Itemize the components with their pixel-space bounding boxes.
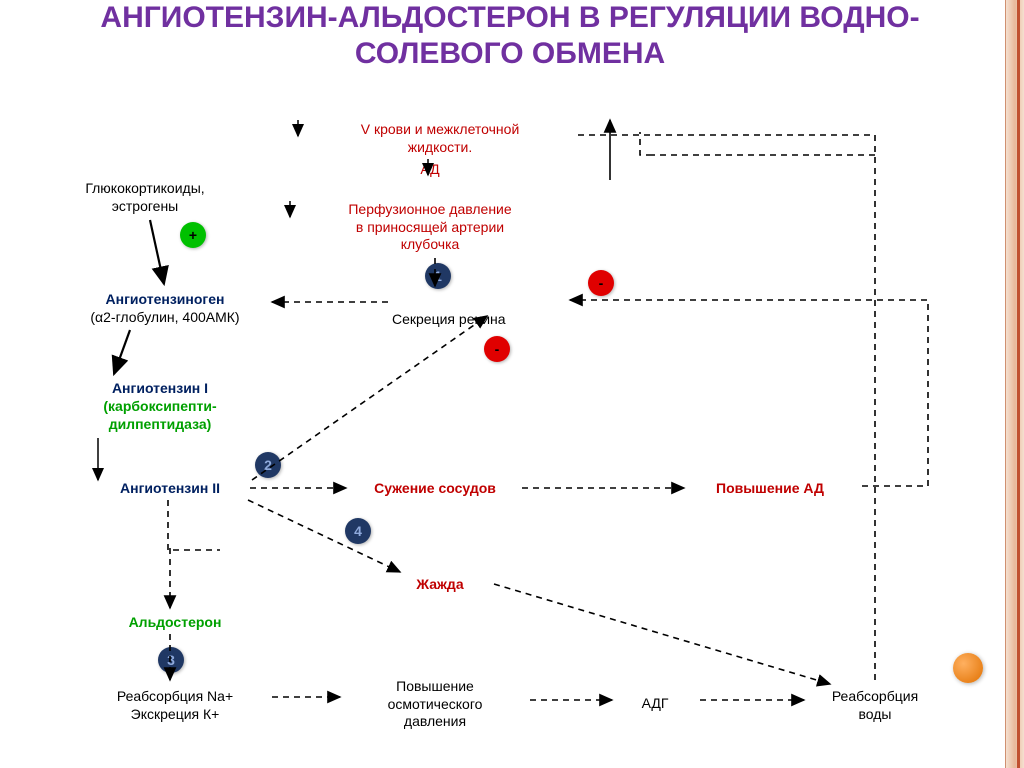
marker-3: 3: [158, 647, 184, 673]
label-angiotensinogen: Ангиотензиноген: [65, 291, 265, 309]
marker-4: 4: [345, 518, 371, 544]
label-bp: АД: [400, 161, 460, 179]
marker-plus: +: [180, 222, 206, 248]
label-bp-increase: Повышение АД: [680, 480, 860, 498]
label-osmotic: Повышениеосмотическогодавления: [340, 678, 530, 731]
marker-minus-1: -: [588, 270, 614, 296]
label-aldosterone: Альдостерон: [100, 614, 250, 632]
label-thirst: Жажда: [380, 576, 500, 594]
title: АНГИОТЕНЗИН-АЛЬДОСТЕРОН В РЕГУЛЯЦИИ ВОДН…: [50, 0, 970, 72]
label-water-reabs: Реабсорбцияводы: [805, 688, 945, 723]
label-renin: Секреция ренина: [392, 293, 506, 328]
label-perfusion: Перфузионное давлениев приносящей артери…: [290, 201, 570, 254]
label-angiotensin1: Ангиотензин I: [70, 380, 250, 398]
label-adh: АДГ: [610, 695, 700, 713]
label-reabsorption: Реабсорбция Na+Экскреция К+: [80, 688, 270, 723]
marker-2: 2: [255, 452, 281, 478]
label-vasoconstriction: Сужение сосудов: [345, 480, 525, 498]
label-glucocorticoids: Глюкокортикоиды,эстрогены: [55, 180, 235, 215]
label-blood-volume: V крови и межклеточнойжидкости.: [305, 121, 575, 156]
label-carboxy: (карбоксипепти-дилпептидаза): [70, 398, 250, 433]
label-angiotensinogen-sub: (α2-глобулин, 400АМК): [65, 309, 265, 327]
nav-dot: [953, 653, 983, 683]
marker-1: 1: [425, 263, 451, 289]
marker-minus-2: -: [484, 336, 510, 362]
slide-border-accent: [1017, 0, 1020, 768]
slide-border: [1005, 0, 1024, 768]
label-angiotensin2: Ангиотензин II: [90, 480, 250, 498]
